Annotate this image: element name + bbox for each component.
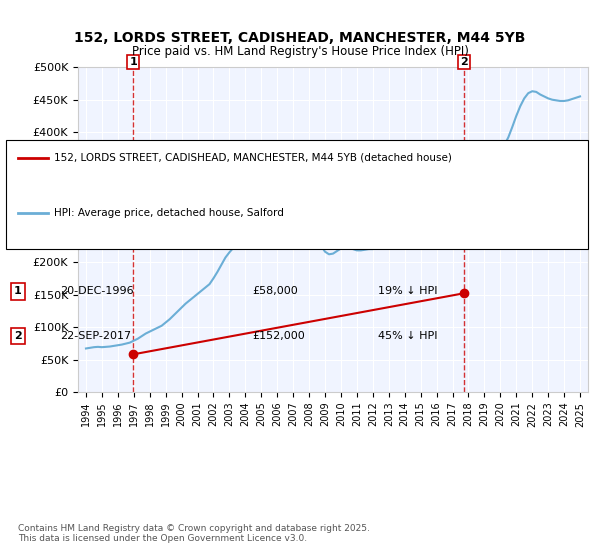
Text: £152,000: £152,000	[252, 331, 305, 341]
Text: 152, LORDS STREET, CADISHEAD, MANCHESTER, M44 5YB: 152, LORDS STREET, CADISHEAD, MANCHESTER…	[74, 31, 526, 45]
Text: 1: 1	[130, 57, 137, 67]
Text: 2: 2	[460, 57, 468, 67]
Text: 45% ↓ HPI: 45% ↓ HPI	[378, 331, 437, 341]
Text: 152, LORDS STREET, CADISHEAD, MANCHESTER, M44 5YB (detached house): 152, LORDS STREET, CADISHEAD, MANCHESTER…	[54, 153, 452, 163]
Text: 22-SEP-2017: 22-SEP-2017	[60, 331, 131, 341]
Text: 1: 1	[14, 286, 22, 296]
Text: 2: 2	[14, 331, 22, 341]
Text: 19% ↓ HPI: 19% ↓ HPI	[378, 286, 437, 296]
Text: Price paid vs. HM Land Registry's House Price Index (HPI): Price paid vs. HM Land Registry's House …	[131, 45, 469, 58]
Text: Contains HM Land Registry data © Crown copyright and database right 2025.
This d: Contains HM Land Registry data © Crown c…	[18, 524, 370, 543]
Text: £58,000: £58,000	[252, 286, 298, 296]
Text: 20-DEC-1996: 20-DEC-1996	[60, 286, 134, 296]
Text: HPI: Average price, detached house, Salford: HPI: Average price, detached house, Salf…	[54, 208, 284, 218]
